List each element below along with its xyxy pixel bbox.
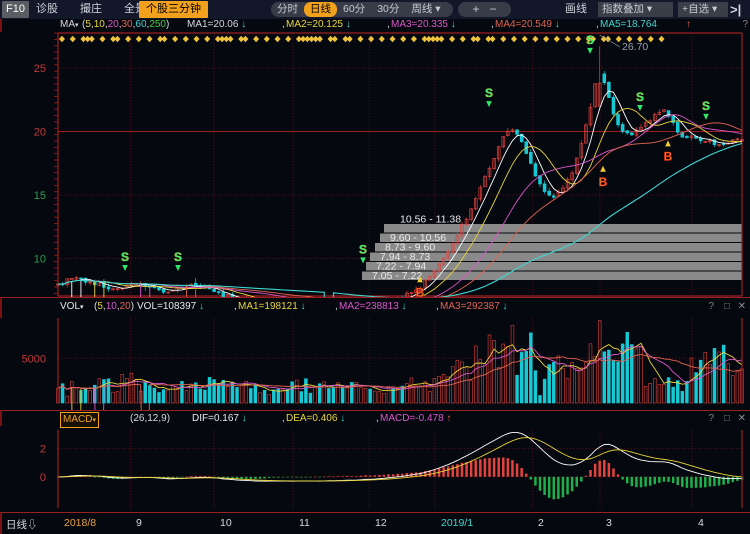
svg-text:0: 0: [40, 472, 46, 484]
svg-text:2: 2: [40, 443, 46, 455]
